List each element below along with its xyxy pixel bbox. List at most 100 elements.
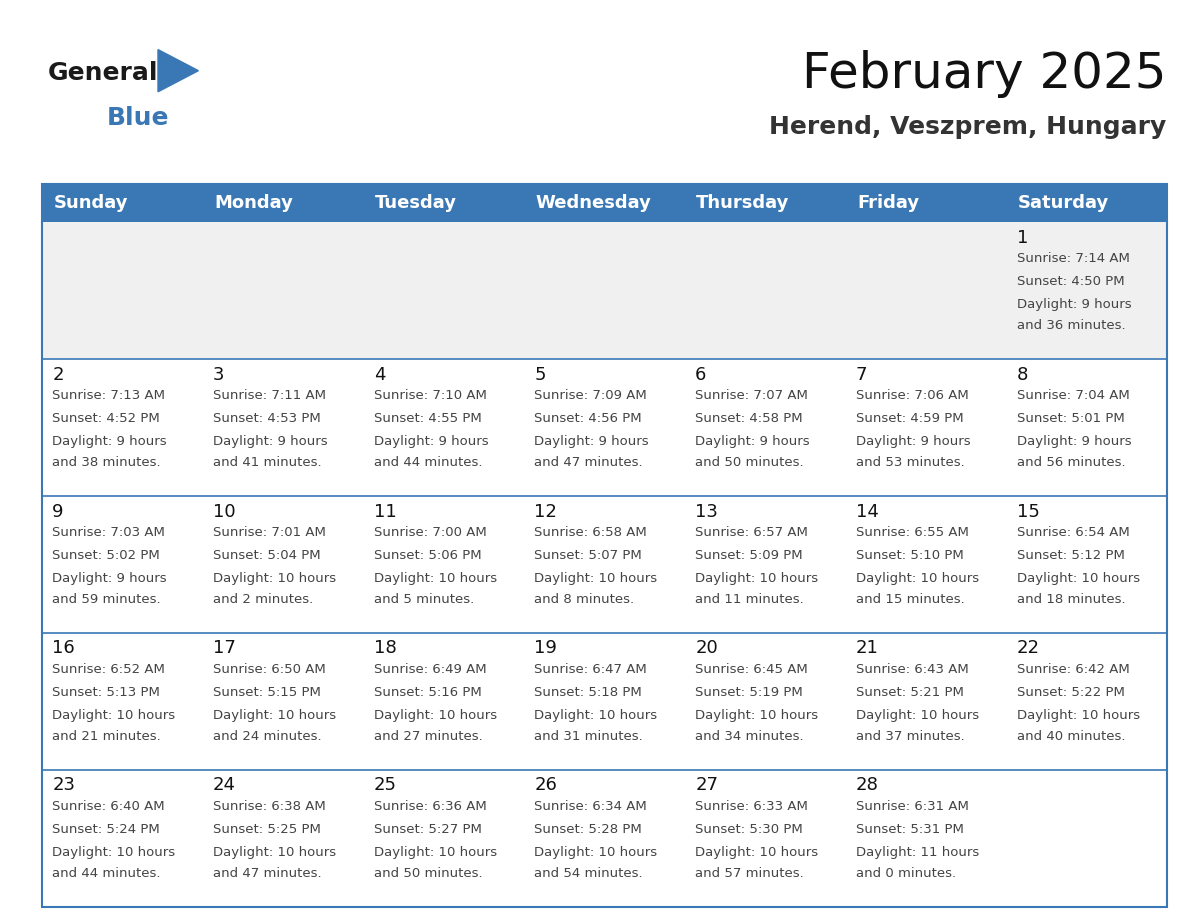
Bar xyxy=(524,359,684,496)
Text: and 15 minutes.: and 15 minutes. xyxy=(855,593,965,607)
Text: Sunrise: 7:09 AM: Sunrise: 7:09 AM xyxy=(535,389,647,402)
Text: and 44 minutes.: and 44 minutes. xyxy=(52,868,160,880)
Text: Sunrise: 6:47 AM: Sunrise: 6:47 AM xyxy=(535,664,647,677)
Bar xyxy=(684,496,845,633)
Text: 7: 7 xyxy=(855,365,867,384)
Bar xyxy=(202,770,364,907)
Bar xyxy=(42,770,202,907)
Text: Sunset: 4:59 PM: Sunset: 4:59 PM xyxy=(855,412,963,425)
Text: and 40 minutes.: and 40 minutes. xyxy=(1017,731,1125,744)
Text: and 47 minutes.: and 47 minutes. xyxy=(213,868,322,880)
Bar xyxy=(364,222,524,359)
Text: Sunset: 5:16 PM: Sunset: 5:16 PM xyxy=(374,687,481,700)
Text: Sunset: 5:25 PM: Sunset: 5:25 PM xyxy=(213,823,321,836)
Text: Sunset: 5:09 PM: Sunset: 5:09 PM xyxy=(695,549,803,563)
Text: Sunrise: 7:13 AM: Sunrise: 7:13 AM xyxy=(52,389,165,402)
Text: Sunset: 5:28 PM: Sunset: 5:28 PM xyxy=(535,823,643,836)
Text: 23: 23 xyxy=(52,777,75,794)
Text: and 36 minutes.: and 36 minutes. xyxy=(1017,319,1125,332)
Text: 5: 5 xyxy=(535,365,546,384)
Text: Daylight: 9 hours: Daylight: 9 hours xyxy=(535,435,649,448)
Text: 1: 1 xyxy=(1017,229,1028,247)
Bar xyxy=(845,770,1006,907)
Text: and 38 minutes.: and 38 minutes. xyxy=(52,456,160,469)
Bar xyxy=(364,184,524,222)
Text: and 53 minutes.: and 53 minutes. xyxy=(855,456,965,469)
Bar xyxy=(1006,770,1167,907)
Text: Sunrise: 7:11 AM: Sunrise: 7:11 AM xyxy=(213,389,326,402)
Text: Sunrise: 7:07 AM: Sunrise: 7:07 AM xyxy=(695,389,808,402)
Text: Sunrise: 6:55 AM: Sunrise: 6:55 AM xyxy=(855,526,968,540)
Text: Sunrise: 7:00 AM: Sunrise: 7:00 AM xyxy=(374,526,486,540)
Bar xyxy=(42,222,202,359)
Text: 13: 13 xyxy=(695,502,718,521)
Text: Daylight: 10 hours: Daylight: 10 hours xyxy=(213,710,336,722)
Text: Sunset: 5:24 PM: Sunset: 5:24 PM xyxy=(52,823,160,836)
Text: Friday: Friday xyxy=(857,194,920,212)
Bar xyxy=(202,359,364,496)
Bar xyxy=(845,496,1006,633)
Text: Sunrise: 7:03 AM: Sunrise: 7:03 AM xyxy=(52,526,165,540)
Text: Daylight: 10 hours: Daylight: 10 hours xyxy=(535,846,657,859)
Text: Daylight: 10 hours: Daylight: 10 hours xyxy=(1017,710,1139,722)
Text: Sunrise: 6:40 AM: Sunrise: 6:40 AM xyxy=(52,800,165,813)
Text: Sunset: 4:56 PM: Sunset: 4:56 PM xyxy=(535,412,642,425)
Text: Sunrise: 6:34 AM: Sunrise: 6:34 AM xyxy=(535,800,647,813)
Text: Sunrise: 6:31 AM: Sunrise: 6:31 AM xyxy=(855,800,968,813)
Polygon shape xyxy=(158,50,198,92)
Text: Sunset: 5:18 PM: Sunset: 5:18 PM xyxy=(535,687,643,700)
Text: and 21 minutes.: and 21 minutes. xyxy=(52,731,162,744)
Text: Wednesday: Wednesday xyxy=(536,194,651,212)
Text: and 11 minutes.: and 11 minutes. xyxy=(695,593,804,607)
Text: Monday: Monday xyxy=(214,194,293,212)
Bar xyxy=(1006,359,1167,496)
Text: and 54 minutes.: and 54 minutes. xyxy=(535,868,643,880)
Text: 4: 4 xyxy=(374,365,385,384)
Bar xyxy=(684,633,845,770)
Text: and 50 minutes.: and 50 minutes. xyxy=(374,868,482,880)
Text: Sunrise: 7:10 AM: Sunrise: 7:10 AM xyxy=(374,389,487,402)
Text: and 8 minutes.: and 8 minutes. xyxy=(535,593,634,607)
Text: Sunrise: 7:06 AM: Sunrise: 7:06 AM xyxy=(855,389,968,402)
Text: Sunset: 5:02 PM: Sunset: 5:02 PM xyxy=(52,549,160,563)
Text: and 31 minutes.: and 31 minutes. xyxy=(535,731,643,744)
Bar xyxy=(42,496,202,633)
Text: and 18 minutes.: and 18 minutes. xyxy=(1017,593,1125,607)
Text: 14: 14 xyxy=(855,502,879,521)
Text: Daylight: 10 hours: Daylight: 10 hours xyxy=(213,846,336,859)
Text: Daylight: 10 hours: Daylight: 10 hours xyxy=(374,710,497,722)
Text: and 59 minutes.: and 59 minutes. xyxy=(52,593,160,607)
Bar xyxy=(845,184,1006,222)
Text: Sunset: 4:52 PM: Sunset: 4:52 PM xyxy=(52,412,160,425)
Text: Sunrise: 7:14 AM: Sunrise: 7:14 AM xyxy=(1017,252,1130,265)
Text: Daylight: 10 hours: Daylight: 10 hours xyxy=(535,710,657,722)
Bar xyxy=(684,770,845,907)
Text: Sunset: 4:53 PM: Sunset: 4:53 PM xyxy=(213,412,321,425)
Text: 24: 24 xyxy=(213,777,236,794)
Text: Sunset: 5:13 PM: Sunset: 5:13 PM xyxy=(52,687,160,700)
Text: Sunset: 5:31 PM: Sunset: 5:31 PM xyxy=(855,823,963,836)
Text: Daylight: 10 hours: Daylight: 10 hours xyxy=(374,572,497,586)
Text: Daylight: 10 hours: Daylight: 10 hours xyxy=(374,846,497,859)
Bar xyxy=(524,222,684,359)
Text: Sunset: 5:10 PM: Sunset: 5:10 PM xyxy=(855,549,963,563)
Text: 28: 28 xyxy=(855,777,879,794)
Bar xyxy=(845,359,1006,496)
Text: Daylight: 9 hours: Daylight: 9 hours xyxy=(52,435,166,448)
Text: Daylight: 9 hours: Daylight: 9 hours xyxy=(1017,435,1131,448)
Text: Sunrise: 6:36 AM: Sunrise: 6:36 AM xyxy=(374,800,486,813)
Text: Thursday: Thursday xyxy=(696,194,790,212)
Text: 21: 21 xyxy=(855,640,879,657)
Text: Daylight: 10 hours: Daylight: 10 hours xyxy=(52,710,176,722)
Bar xyxy=(42,184,202,222)
Text: Sunset: 5:01 PM: Sunset: 5:01 PM xyxy=(1017,412,1124,425)
Text: Daylight: 9 hours: Daylight: 9 hours xyxy=(695,435,810,448)
Bar xyxy=(684,359,845,496)
Bar xyxy=(524,496,684,633)
Text: Sunset: 5:07 PM: Sunset: 5:07 PM xyxy=(535,549,643,563)
Text: and 2 minutes.: and 2 minutes. xyxy=(213,593,314,607)
Text: Sunrise: 6:43 AM: Sunrise: 6:43 AM xyxy=(855,664,968,677)
Text: Daylight: 11 hours: Daylight: 11 hours xyxy=(855,846,979,859)
Text: Sunrise: 6:54 AM: Sunrise: 6:54 AM xyxy=(1017,526,1130,540)
Text: Sunset: 4:50 PM: Sunset: 4:50 PM xyxy=(1017,275,1124,288)
